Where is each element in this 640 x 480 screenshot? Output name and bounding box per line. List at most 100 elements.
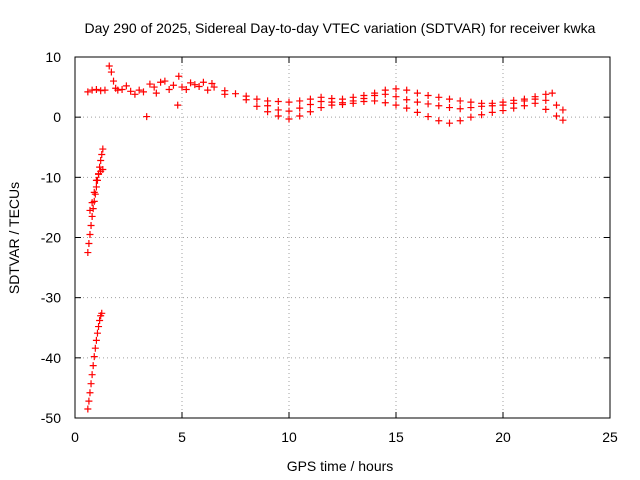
- data-point-s5: [456, 117, 464, 125]
- data-point-s0: [88, 212, 96, 220]
- data-point-s5: [435, 117, 443, 125]
- data-point-s0: [90, 188, 98, 196]
- data-point-s5: [478, 111, 486, 119]
- y-tick-label: -20: [41, 230, 61, 246]
- x-tick-label: 5: [178, 429, 186, 445]
- data-point-s5: [328, 101, 336, 109]
- data-point-s1: [96, 317, 104, 325]
- data-point-s5: [285, 115, 293, 123]
- data-point-s5: [349, 99, 357, 107]
- data-point-s3: [542, 90, 550, 98]
- data-point-s4: [403, 96, 411, 104]
- data-point-s0: [85, 240, 93, 248]
- data-point-s3: [403, 86, 411, 94]
- data-point-s1: [93, 329, 101, 337]
- data-point-s2: [92, 85, 100, 93]
- y-tick-label: 10: [45, 49, 61, 65]
- data-point-s2: [143, 113, 151, 121]
- data-point-s5: [296, 112, 304, 120]
- data-point-s3: [253, 95, 261, 103]
- data-point-s0: [88, 199, 96, 207]
- data-point-s2: [101, 86, 109, 94]
- data-point-s3: [296, 97, 304, 105]
- data-point-s5: [371, 97, 379, 105]
- data-point-s1: [86, 389, 94, 397]
- data-point-s0: [98, 150, 106, 158]
- data-point-s5: [403, 104, 411, 112]
- data-point-s3: [548, 89, 556, 97]
- data-point-s5: [446, 119, 453, 127]
- data-point-s5: [559, 116, 567, 124]
- data-point-s0: [89, 205, 97, 213]
- data-point-s1: [90, 353, 98, 361]
- data-point-s2: [175, 72, 183, 80]
- data-point-s2: [208, 79, 216, 87]
- data-point-s5: [499, 107, 507, 115]
- data-point-s4: [242, 96, 250, 104]
- data-point-s3: [210, 83, 218, 91]
- data-point-s3: [456, 97, 464, 105]
- data-point-s2: [88, 86, 96, 94]
- x-tick-label: 25: [602, 429, 618, 445]
- data-point-s2: [105, 62, 113, 70]
- data-point-s0: [91, 190, 99, 198]
- data-point-s5: [306, 108, 314, 116]
- data-point-s2: [97, 87, 105, 95]
- data-point-s4: [488, 102, 496, 110]
- data-point-s3: [392, 85, 400, 93]
- data-point-s2: [146, 80, 154, 88]
- data-point-s0: [92, 176, 100, 184]
- data-points: [84, 62, 567, 413]
- data-point-s0: [86, 230, 94, 238]
- data-point-s2: [178, 83, 186, 91]
- data-point-s5: [542, 105, 550, 113]
- data-point-s2: [150, 83, 158, 91]
- chart-title: Day 290 of 2025, Sidereal Day-to-day VTE…: [85, 20, 596, 36]
- y-tick-label: -40: [41, 350, 61, 366]
- data-point-s4: [467, 104, 475, 112]
- data-point-s5: [339, 101, 346, 109]
- data-point-s5: [317, 104, 325, 112]
- data-point-s1: [87, 380, 95, 388]
- data-point-s2: [114, 86, 122, 94]
- data-point-s2: [199, 78, 207, 86]
- data-point-s4: [559, 106, 567, 114]
- axis-ticks: 0 5 10 15 20 25 -50 -40 -30 -20 -10 0 10: [41, 49, 618, 445]
- y-tick-label: 0: [53, 109, 61, 125]
- data-point-s2: [139, 88, 147, 96]
- data-point-s5: [531, 99, 539, 107]
- x-axis-label: GPS time / hours: [287, 458, 394, 474]
- data-point-s5: [467, 113, 475, 121]
- data-point-s0: [84, 249, 92, 257]
- data-point-s2: [127, 87, 135, 95]
- data-point-s4: [446, 104, 453, 112]
- data-point-s2: [122, 82, 130, 90]
- data-point-s1: [98, 309, 106, 317]
- data-point-s5: [381, 99, 389, 107]
- data-point-s1: [91, 344, 99, 352]
- data-point-s2: [107, 68, 115, 76]
- data-point-s3: [232, 90, 239, 98]
- data-point-s4: [478, 102, 486, 110]
- data-point-s2: [157, 78, 165, 86]
- data-point-s3: [285, 98, 293, 106]
- data-point-s4: [274, 106, 282, 114]
- data-point-s4: [285, 107, 293, 115]
- data-point-s4: [306, 101, 314, 109]
- data-point-s2: [118, 85, 126, 93]
- data-point-s1: [88, 371, 96, 379]
- data-point-s3: [424, 92, 432, 100]
- data-point-s0: [99, 145, 107, 153]
- data-point-s0: [92, 183, 100, 191]
- y-tick-label: -50: [41, 410, 61, 426]
- data-point-s0: [87, 221, 95, 229]
- data-point-s5: [488, 108, 496, 116]
- data-point-s4: [553, 101, 560, 109]
- data-point-s2: [165, 85, 173, 93]
- data-point-s5: [520, 102, 528, 110]
- data-point-s4: [296, 104, 304, 112]
- data-point-s4: [435, 102, 443, 110]
- data-point-s0: [99, 166, 107, 174]
- x-tick-label: 15: [388, 429, 404, 445]
